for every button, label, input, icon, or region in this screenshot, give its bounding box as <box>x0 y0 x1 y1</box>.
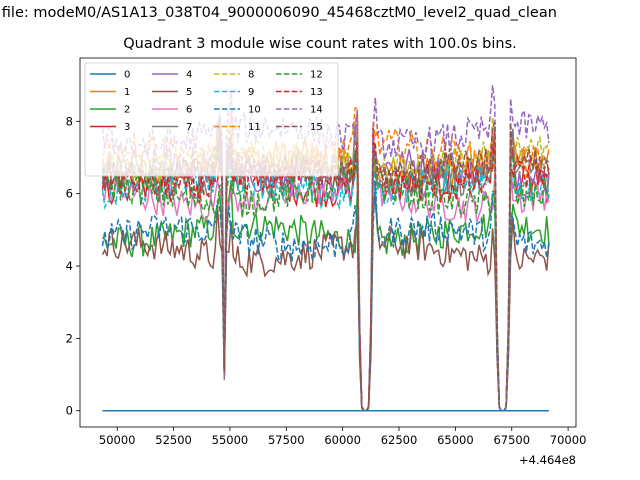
x-tick-label: 60000 <box>324 433 361 447</box>
legend-label-7: 7 <box>186 122 192 133</box>
chart-title: Quadrant 3 module wise count rates with … <box>123 36 517 52</box>
legend-box <box>84 62 339 177</box>
x-tick-label: 55000 <box>212 433 249 447</box>
series-line-10 <box>101 180 550 412</box>
legend-label-0: 0 <box>124 70 130 81</box>
legend-label-12: 12 <box>310 70 323 81</box>
series-line-13 <box>101 127 550 412</box>
axes-frame <box>79 57 577 428</box>
x-tick-label: 67500 <box>493 433 530 447</box>
axes: 50000 52500 55000 57500 60000 62500 65000 67500… <box>66 57 587 467</box>
legend-label-8: 8 <box>248 70 254 81</box>
x-tick-label: 65000 <box>437 433 474 447</box>
y-tick-label: 6 <box>66 187 73 201</box>
y-tick-label: 8 <box>66 114 73 128</box>
legend-label-11: 11 <box>248 122 261 133</box>
legend-label-13: 13 <box>310 87 323 98</box>
series-line-5 <box>101 194 550 412</box>
x-offset-label: +4.464e8 <box>519 453 576 467</box>
legend-label-2: 2 <box>124 105 130 116</box>
x-tick-label: 57500 <box>268 433 305 447</box>
legend-label-3: 3 <box>124 122 130 133</box>
x-tick-label: 70000 <box>550 433 587 447</box>
legend-label-14: 14 <box>310 105 323 116</box>
figure-suptitle: n file: modeM0/AS1A13_038T04_9000006090_… <box>0 5 557 21</box>
x-tick-label: 52500 <box>155 433 192 447</box>
legend-label-1: 1 <box>124 87 130 98</box>
legend-label-9: 9 <box>248 87 254 98</box>
legend-label-5: 5 <box>186 87 192 98</box>
y-tick-label: 4 <box>66 259 73 273</box>
y-tick-label: 0 <box>66 404 73 418</box>
series-line-2 <box>102 181 550 412</box>
legend-label-15: 15 <box>310 122 323 133</box>
legend-label-6: 6 <box>186 105 192 116</box>
y-tick-label: 2 <box>66 331 73 345</box>
legend-label-10: 10 <box>248 105 261 116</box>
x-tick-label: 62500 <box>381 433 418 447</box>
x-tick-label: 50000 <box>99 433 136 447</box>
legend-label-4: 4 <box>186 70 192 81</box>
